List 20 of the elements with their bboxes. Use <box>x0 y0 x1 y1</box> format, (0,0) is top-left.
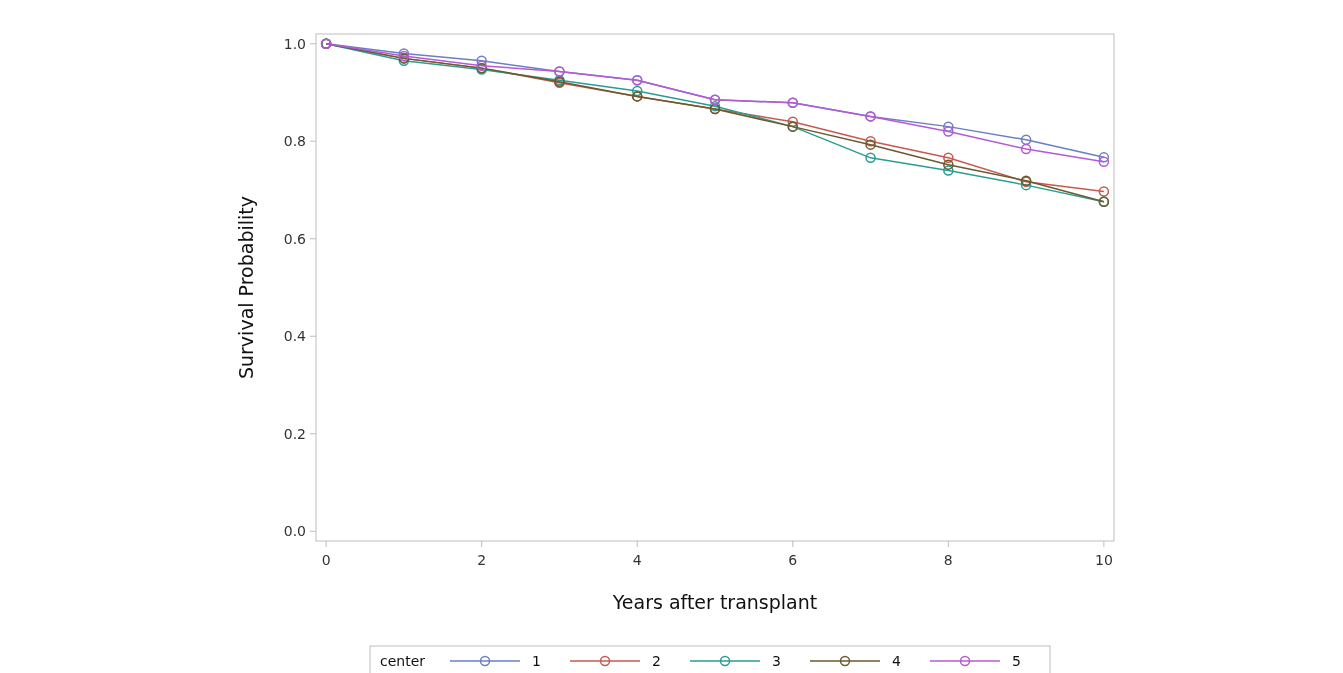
y-axis-title: Survival Probability <box>235 195 257 380</box>
legend-label: 3 <box>772 652 781 669</box>
x-tick-label: 6 <box>788 552 798 568</box>
x-tick-label: 10 <box>1094 552 1113 568</box>
y-tick-label: 0.4 <box>283 328 307 345</box>
legend-label: 2 <box>652 652 661 669</box>
x-tick-label: 0 <box>321 552 331 568</box>
legend-label: 5 <box>1012 652 1021 669</box>
legend-title: center <box>380 652 426 669</box>
x-axis-title: Years after transplant <box>611 591 818 613</box>
legend-label: 1 <box>532 652 541 669</box>
x-tick-label: 8 <box>943 552 953 568</box>
y-tick-label: 0.6 <box>283 230 307 247</box>
legend-label: 4 <box>892 652 901 669</box>
y-tick-label: 0.8 <box>283 133 306 150</box>
y-tick-label: 0.0 <box>283 523 306 540</box>
x-tick-label: 2 <box>477 552 487 568</box>
x-tick-label: 4 <box>632 552 642 568</box>
y-tick-label: 1.0 <box>283 35 306 52</box>
y-tick-label: 0.2 <box>283 425 306 442</box>
